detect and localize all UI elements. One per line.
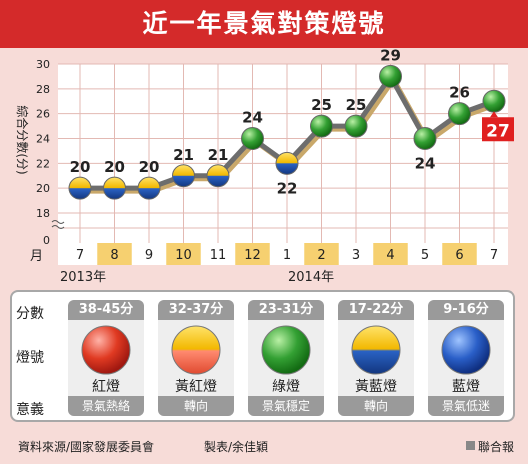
legend-range: 32-37分: [158, 300, 234, 320]
y-tick-label: 22: [36, 157, 50, 170]
legend-range: 23-31分: [248, 300, 324, 320]
y-axis-label: 綜合分數(分): [15, 105, 30, 174]
legend-range: 38-45分: [68, 300, 144, 320]
blue-light-icon: [441, 325, 491, 375]
data-label: 26: [449, 84, 470, 102]
data-label: 24: [242, 109, 263, 127]
data-label-latest: 27: [486, 121, 510, 141]
legend-column-yellow-red: 32-37分 黃紅燈 轉向: [158, 300, 234, 416]
latest-value-pointer: [490, 111, 498, 118]
data-label: 25: [346, 96, 367, 114]
data-point: [206, 164, 230, 188]
data-label: 29: [380, 46, 401, 64]
x-axis-band-highlight: [373, 243, 408, 265]
y-tick-label: 0: [43, 234, 50, 247]
brand-name: 聯合報: [478, 440, 515, 454]
legend-range: 17-22分: [338, 300, 414, 320]
legend-row-label-meaning: 意義: [16, 402, 44, 418]
legend-meaning: 景氣穩定: [248, 396, 324, 416]
data-point: [413, 127, 437, 150]
x-axis-band-highlight: [97, 243, 132, 265]
page-title: 近一年景氣對策燈號: [142, 9, 386, 38]
y-tick-label: 20: [36, 182, 50, 195]
legend-signal-name: 黃紅燈: [175, 379, 217, 395]
data-point: [103, 176, 126, 200]
data-label: 20: [104, 158, 125, 176]
x-tick-label: 6: [455, 248, 463, 263]
data-point: [379, 64, 402, 88]
x-tick-label: 4: [386, 248, 394, 263]
data-point: [275, 151, 299, 175]
x-axis-band-highlight: [166, 243, 201, 265]
data-point: [482, 89, 506, 113]
data-label: 24: [415, 155, 436, 173]
legend-column-yellow-blue: 17-22分 黃藍燈 轉向: [338, 300, 414, 416]
yellow-red-light-icon: [171, 325, 221, 375]
x-tick-label: 5: [421, 248, 429, 263]
legend-column-green: 23-31分 綠燈 景氣穩定: [248, 300, 324, 416]
data-point: [137, 176, 161, 200]
latest-value-box: [482, 117, 514, 142]
data-point: [344, 114, 368, 138]
year-label: 2014年: [288, 270, 334, 285]
data-label: 20: [70, 158, 91, 176]
data-point: [68, 176, 92, 200]
brand-square-icon: [466, 441, 475, 450]
legend-row-label-score: 分數: [16, 306, 44, 322]
x-tick-label: 11: [210, 248, 227, 263]
y-tick-label: 18: [36, 207, 50, 220]
data-point: [310, 114, 333, 138]
x-tick-label: 12: [244, 248, 261, 263]
legend-column-red: 38-45分 紅燈 景氣熱絡: [68, 300, 144, 416]
x-tick-label: 7: [76, 248, 84, 263]
x-tick-label: 7: [490, 248, 498, 263]
legend-meaning: 轉向: [338, 396, 414, 416]
data-label: 25: [311, 96, 332, 114]
data-label: 21: [208, 146, 229, 164]
legend-signal-name: 綠燈: [272, 379, 300, 395]
legend-meaning: 轉向: [158, 396, 234, 416]
x-tick-label: 1: [283, 248, 291, 263]
data-label: 20: [139, 158, 160, 176]
legend-column-blue: 9-16分 藍燈 景氣低迷: [428, 300, 504, 416]
y-tick-label: 26: [36, 108, 50, 121]
data-label: 21: [173, 146, 194, 164]
x-tick-label: 8: [110, 248, 118, 263]
x-axis-band-highlight: [442, 243, 477, 265]
x-axis-label: 月: [30, 249, 43, 264]
credit-note: 製表/余佳穎: [204, 440, 269, 454]
year-label: 2013年: [60, 270, 106, 285]
x-tick-label: 3: [352, 248, 360, 263]
x-tick-label: 9: [145, 248, 153, 263]
yellow-blue-light-icon: [351, 325, 401, 375]
x-axis-band-highlight: [304, 243, 339, 265]
green-light-icon: [261, 325, 311, 375]
y-tick-label: 28: [36, 83, 50, 96]
source-note: 資料來源/國家發展委員會: [18, 440, 155, 454]
legend-meaning: 景氣低迷: [428, 396, 504, 416]
legend-range: 9-16分: [428, 300, 504, 320]
x-axis-band-highlight: [235, 243, 270, 265]
legend-meaning: 景氣熱絡: [68, 396, 144, 416]
red-light-icon: [81, 325, 131, 375]
legend-signal-name: 紅燈: [92, 379, 120, 395]
title-bar: 近一年景氣對策燈號: [0, 0, 528, 48]
legend-row-label-signal: 燈號: [16, 350, 44, 366]
x-tick-label: 2: [317, 248, 325, 263]
legend-signal-name: 藍燈: [452, 379, 480, 395]
y-tick-label: 24: [36, 133, 50, 146]
axis-break-icon: [51, 220, 65, 229]
data-point: [172, 164, 195, 188]
data-label: 22: [277, 179, 298, 197]
y-tick-label: 30: [36, 58, 50, 71]
data-point: [448, 102, 471, 126]
legend-signal-name: 黃藍燈: [355, 379, 397, 395]
data-point: [241, 127, 264, 150]
x-tick-label: 10: [175, 248, 192, 263]
